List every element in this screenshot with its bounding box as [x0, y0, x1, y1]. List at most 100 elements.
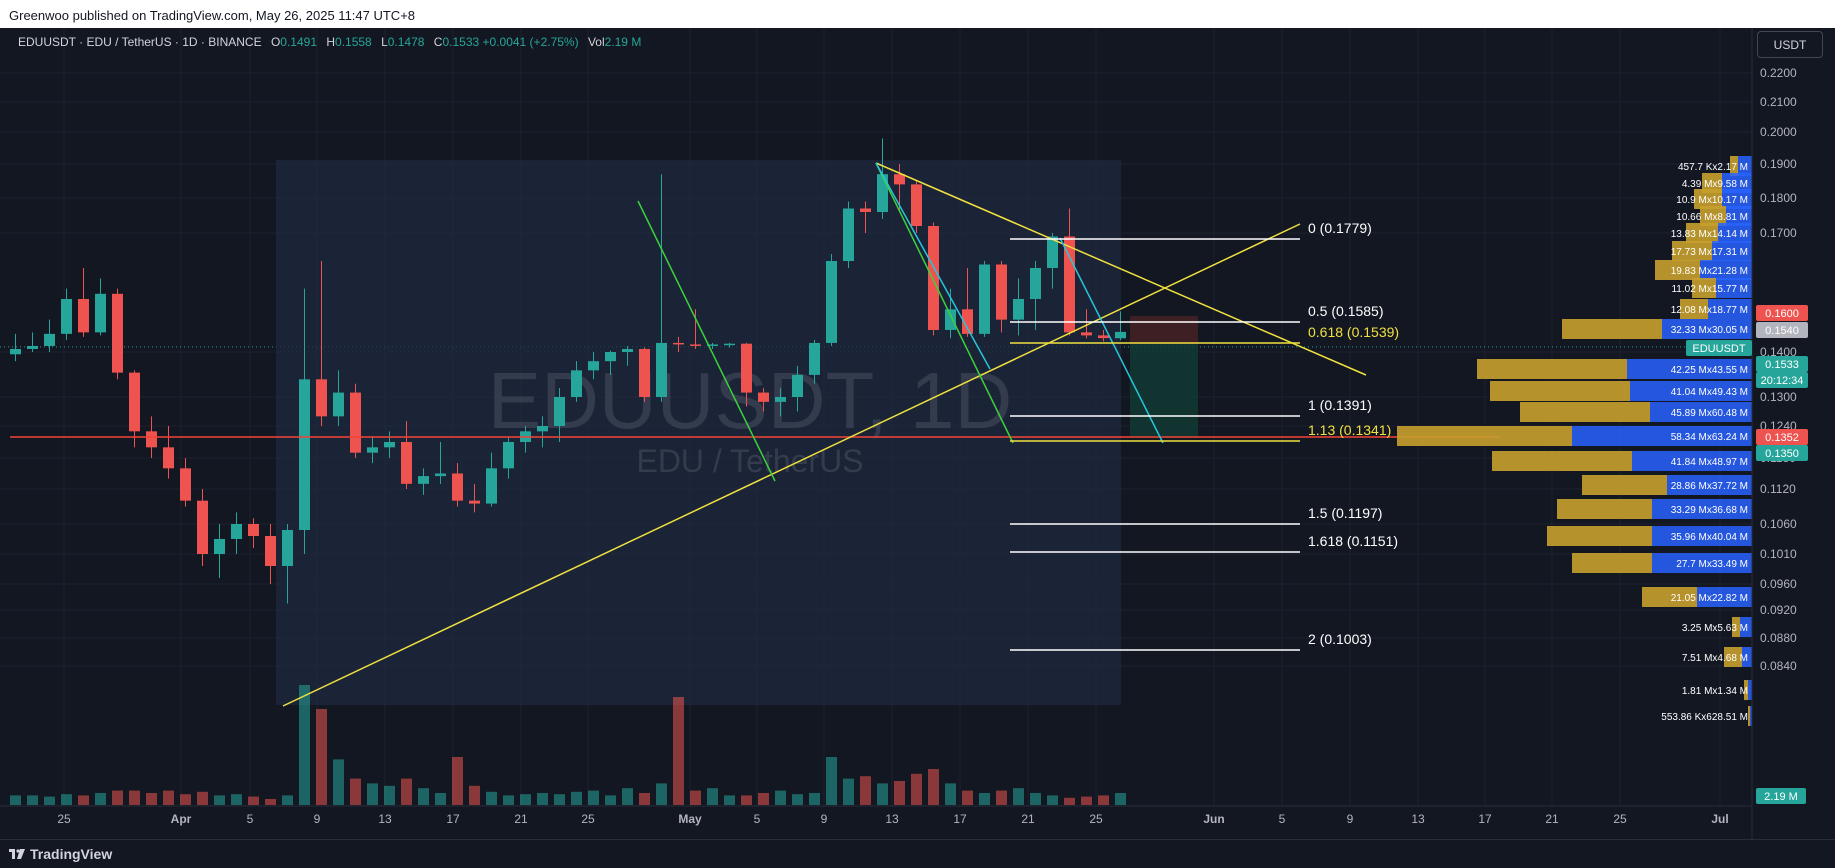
volume-profile-label: 41.04 Mx49.43 M — [1671, 387, 1748, 398]
candle-body — [316, 379, 327, 417]
candle-body — [605, 352, 616, 362]
volume-profile-label: 33.29 Mx36.68 M — [1671, 505, 1748, 516]
price-tag-label: 0.1350 — [1765, 448, 1799, 460]
volume-profile-up-bar — [1692, 278, 1716, 298]
volume-profile-down-bar — [1650, 402, 1752, 422]
time-tick-label: 5 — [754, 812, 761, 826]
price-tick-label: 0.2100 — [1760, 95, 1797, 109]
symbol-title[interactable]: EDUUSDT · EDU / TetherUS · 1D · BINANCE — [18, 35, 262, 49]
volume-bar — [911, 773, 922, 805]
fib-level-label: 0.5 (0.1585) — [1308, 303, 1384, 319]
volume-profile-label: 553.86 Kx628.51 M — [1661, 712, 1748, 723]
candle-body — [1115, 331, 1126, 339]
price-tick-label: 0.0920 — [1760, 603, 1797, 617]
candle-body — [27, 345, 38, 349]
volume-profile-label: 7.51 Mx4.68 M — [1682, 653, 1748, 664]
volume-bar — [231, 794, 242, 805]
volume-bar — [367, 783, 378, 805]
price-axis[interactable]: 0.2200 0.2100 0.2000 0.1900 0.1800 0.1700 0.14… — [1760, 66, 1797, 673]
candle-body — [350, 392, 361, 453]
tradingview-logo[interactable]: TradingView — [9, 846, 112, 862]
candle-body — [724, 343, 735, 346]
volume-bar — [401, 778, 412, 805]
price-tick-label: 0.1060 — [1760, 517, 1797, 531]
volume-profile-label: 45.89 Mx60.48 M — [1671, 408, 1748, 419]
volume-bar — [129, 790, 140, 805]
volume-bar — [707, 788, 718, 805]
time-axis[interactable]: 25 Apr 5 9 13 17 21 25 May 5 9 13 17 21 25 Jun 5 9 13 17 21 2… — [0, 805, 1752, 826]
time-tick-label: Apr — [171, 812, 192, 826]
volume-bar — [418, 788, 429, 805]
candle-body — [979, 264, 990, 334]
candle-body — [571, 370, 582, 397]
volume-bar — [605, 795, 616, 805]
candle-body — [962, 309, 973, 334]
ascending-trendline[interactable] — [282, 223, 1301, 707]
candle-body — [503, 442, 514, 469]
time-tick-label: 25 — [1613, 812, 1627, 826]
volume-bar — [1047, 795, 1058, 805]
volume-bar — [333, 759, 344, 805]
volume-profile-label: 32.33 Mx30.05 M — [1671, 325, 1748, 336]
volume-profile-up-bar — [1694, 189, 1722, 209]
candle-body — [843, 208, 854, 261]
candle-body — [928, 226, 939, 330]
volume-bar — [792, 794, 803, 805]
candle-body — [95, 293, 106, 333]
price-chart[interactable]: EDUUSDT, 1D EDU / TetherUS 0 (0.1779)0.5… — [0, 28, 1835, 839]
price-tick-label: 0.1010 — [1760, 547, 1797, 561]
prediction-zone — [276, 160, 1121, 705]
volume-bar — [197, 791, 208, 805]
volume-profile-down-bar — [1748, 680, 1752, 700]
candle-body — [639, 348, 650, 397]
volume-profile-up-bar — [1642, 587, 1697, 607]
volume-bar — [248, 796, 259, 805]
volume-profile-up-bar — [1748, 706, 1750, 726]
candle-body — [673, 342, 684, 345]
short-position-risk[interactable] — [1130, 316, 1198, 344]
volume-value: 2.19 M — [604, 35, 642, 49]
time-tick-label: 25 — [57, 812, 71, 826]
trendlines[interactable] — [282, 162, 1367, 707]
volume-bar — [520, 794, 531, 805]
candle-body — [129, 372, 140, 432]
cyan-swing-line-2[interactable] — [1059, 237, 1164, 444]
descending-trendline[interactable] — [875, 162, 1367, 376]
candle-body — [690, 344, 701, 346]
cyan-swing-line[interactable] — [875, 162, 991, 370]
volume-bar — [673, 697, 684, 805]
volume-bar — [724, 795, 735, 805]
price-tag-bg — [1756, 429, 1808, 445]
candle-body — [452, 473, 463, 501]
candle-body — [622, 348, 633, 352]
volume-profile-up-bar — [1397, 426, 1572, 446]
volume-bar — [27, 795, 38, 805]
volume-profile-up-bar — [1562, 319, 1662, 339]
volume-profile-down-bar — [1738, 156, 1752, 176]
fibonacci-extension[interactable]: 0 (0.1779) 0.5 (0.1585) 0.618 (0.1539) 1 (0… — [1010, 220, 1399, 651]
candle-body — [197, 500, 208, 554]
price-tick-label: 0.0840 — [1760, 659, 1797, 673]
time-tick-label: 13 — [1411, 812, 1425, 826]
volume-profile-label: 27.7 Mx33.49 M — [1676, 559, 1748, 570]
volume-profile-up-bar — [1730, 156, 1738, 176]
volume-bar — [112, 790, 123, 805]
candle-body — [741, 343, 752, 393]
candle-body — [996, 264, 1007, 320]
candle-body — [282, 530, 293, 566]
green-swing-line[interactable] — [637, 200, 776, 482]
volume-profile-label: 11.02 Mx15.77 M — [1671, 284, 1748, 295]
time-tick-label: Jul — [1711, 812, 1728, 826]
candle-body — [860, 208, 871, 212]
price-tag-bg — [1756, 322, 1808, 338]
candle-body — [163, 447, 174, 469]
volume-profile-up-bar — [1655, 260, 1700, 280]
short-position-target[interactable] — [1130, 344, 1198, 438]
volume-bar — [1030, 793, 1041, 805]
green-swing-line-2[interactable] — [875, 162, 1014, 444]
currency-button[interactable]: USDT — [1757, 31, 1823, 58]
volume-bar — [1013, 788, 1024, 805]
volume-bar — [877, 783, 888, 805]
volume-profile-up-bar — [1582, 475, 1667, 495]
volume-profile-down-bar — [1652, 499, 1752, 519]
